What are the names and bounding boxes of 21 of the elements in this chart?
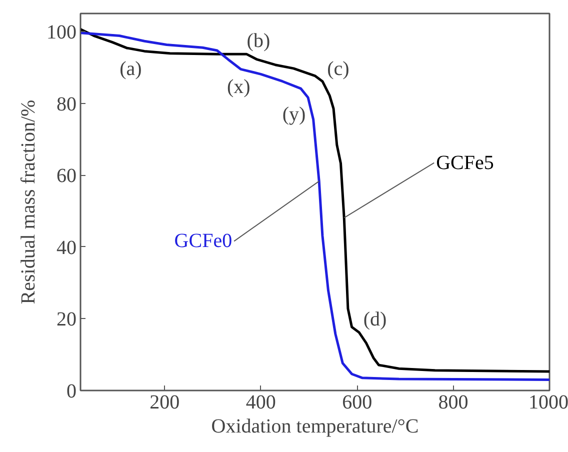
x-tick-label: 800: [438, 392, 468, 414]
y-tick-label: 40: [56, 236, 76, 259]
annotation: (b): [246, 30, 270, 52]
y-axis-title: Residual mass fraction/%: [18, 100, 40, 304]
y-tick-label: 60: [56, 165, 76, 188]
x-tick-label: 600: [342, 392, 372, 414]
x-tick-label: 400: [246, 392, 276, 414]
y-tick-label: 80: [56, 93, 76, 116]
annotation: (y): [282, 104, 306, 126]
annotation: (d): [363, 308, 387, 330]
x-tick-label: 200: [150, 392, 180, 414]
y-tick-label: 20: [56, 308, 76, 331]
y-tick-label: 100: [46, 21, 76, 44]
text: GCFe5: [436, 152, 494, 174]
annotation: (a): [120, 58, 142, 80]
x-tick-label: 1000: [528, 392, 568, 414]
y-tick-label: 0: [66, 380, 76, 402]
annotation: (c): [327, 58, 350, 80]
x-axis-title: Oxidation temperature/°C: [211, 416, 419, 438]
annotation: (x): [227, 76, 250, 98]
text: GCFe0: [174, 230, 232, 252]
